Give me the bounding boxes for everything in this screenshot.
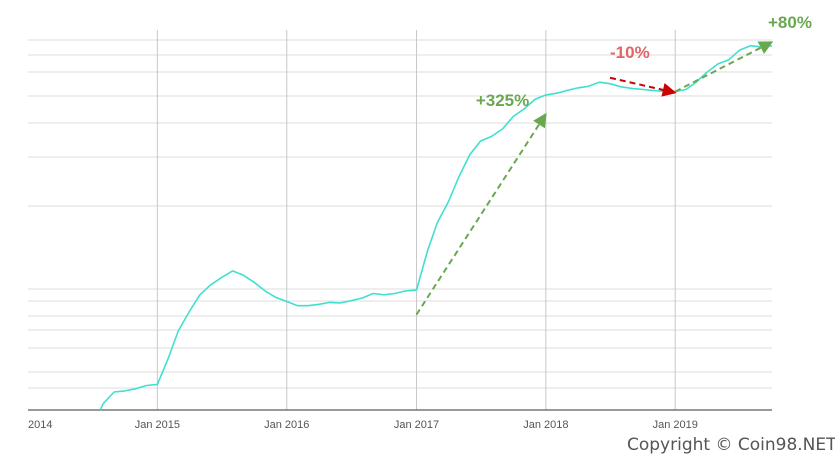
x-tick-label: Jan 2018 — [523, 419, 568, 431]
x-tick-label: Jan 2019 — [653, 419, 698, 431]
series-layer — [99, 44, 773, 411]
x-tick-label: Jan 2016 — [264, 419, 309, 431]
series-line-0 — [102, 44, 773, 405]
annotation-label-0: +325% — [476, 91, 529, 110]
annotation-label-2: +80% — [768, 13, 812, 32]
horizontal-gridlines — [28, 39, 772, 389]
annotation-arrow-0 — [415, 112, 547, 316]
annotation-arrow-1 — [609, 76, 677, 97]
annotation-label-1: -10% — [610, 43, 650, 62]
x-tick-label: Jan 2015 — [135, 419, 180, 431]
x-tick-label: 2014 — [28, 419, 52, 431]
series-lead-in — [99, 403, 104, 411]
vertical-gridlines — [156, 30, 676, 410]
annotation-arrow-2 — [674, 41, 774, 93]
annotation-layer: +325% -10% +80% — [415, 13, 812, 316]
x-axis-tick-labels: 2014 Jan 2015 Jan 2016 Jan 2017 Jan 2018 Jan … — [28, 419, 698, 431]
copyright-watermark: Copyright © Coin98.NET — [627, 435, 835, 455]
x-tick-label: Jan 2017 — [394, 419, 439, 431]
